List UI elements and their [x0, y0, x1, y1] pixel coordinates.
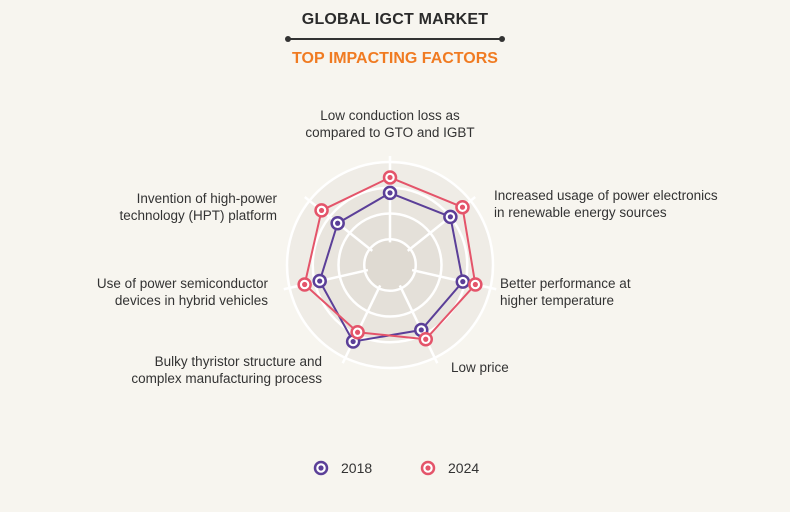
- legend-marker-2018: [313, 460, 329, 476]
- axis-label-3-line-1: Better performance at: [500, 276, 631, 291]
- axis-label-1-line-2: compared to GTO and IGBT: [305, 125, 474, 140]
- axis-label-7-line-1: Invention of high-power: [137, 191, 278, 206]
- axis-label-5: Bulky thyristor structure and complex man…: [131, 354, 322, 386]
- axis-label-1-line-1: Low conduction loss as: [320, 108, 460, 123]
- point-dot-2024-5: [354, 329, 361, 335]
- axis-label-6-line-2: devices in hybrid vehicles: [115, 293, 268, 308]
- grid-spoke-5: [341, 284, 382, 364]
- chart-legend: 2018 2024: [0, 460, 790, 480]
- axis-label-3-line-2: higher temperature: [500, 293, 614, 308]
- chart-subtitle: TOP IMPACTING FACTORS: [292, 50, 498, 67]
- point-dot-2018-6: [317, 278, 323, 284]
- axis-label-1: Low conduction loss as compared to GTO an…: [305, 108, 474, 140]
- chart-title: GLOBAL IGCT MARKET: [301, 11, 489, 28]
- axis-label-5-line-1: Bulky thyristor structure and: [155, 354, 322, 369]
- axis-label-7-line-2: technology (HPT) platform: [119, 208, 277, 223]
- title-divider: [285, 36, 505, 42]
- axis-label-2-line-2: in renewable energy sources: [494, 205, 667, 220]
- point-dot-2018-7: [335, 220, 341, 226]
- axis-label-7: Invention of high-power technology (HPT) …: [119, 191, 277, 223]
- point-dot-2018-5: [350, 338, 356, 345]
- point-dot-2024-3: [472, 281, 478, 288]
- axis-label-6-line-1: Use of power semiconductor: [97, 276, 269, 291]
- legend-marker-2024: [420, 460, 436, 476]
- point-dot-2024-1: [387, 174, 393, 181]
- axis-label-4-line-1: Low price: [451, 360, 509, 375]
- point-dot-2024-7: [318, 207, 325, 214]
- point-dot-2024-2: [459, 204, 466, 210]
- series-line-2024: [303, 176, 477, 341]
- axis-label-4: Low price: [451, 360, 509, 375]
- point-dot-2024-4: [423, 336, 429, 342]
- legend-label-2018: 2018: [341, 460, 373, 476]
- grid-ring-1: [363, 238, 417, 292]
- axis-label-5-line-2: complex manufacturing process: [131, 371, 322, 386]
- legend-item-2024: 2024: [420, 460, 479, 476]
- legend-item-2018: 2018: [313, 460, 372, 476]
- axis-label-6: Use of power semiconductor devices in hyb…: [97, 276, 269, 308]
- point-dot-2024-6: [302, 281, 308, 288]
- point-dot-2018-2: [447, 214, 453, 220]
- legend-label-2024: 2024: [448, 460, 480, 476]
- point-dot-2018-4: [418, 327, 424, 333]
- axis-label-2: Increased usage of power electronics in r…: [494, 188, 718, 220]
- axis-label-3: Better performance at higher temperature: [500, 276, 631, 308]
- point-dot-2018-1: [387, 190, 393, 196]
- axis-label-2-line-1: Increased usage of power electronics: [494, 188, 718, 203]
- point-dot-2018-3: [460, 279, 466, 285]
